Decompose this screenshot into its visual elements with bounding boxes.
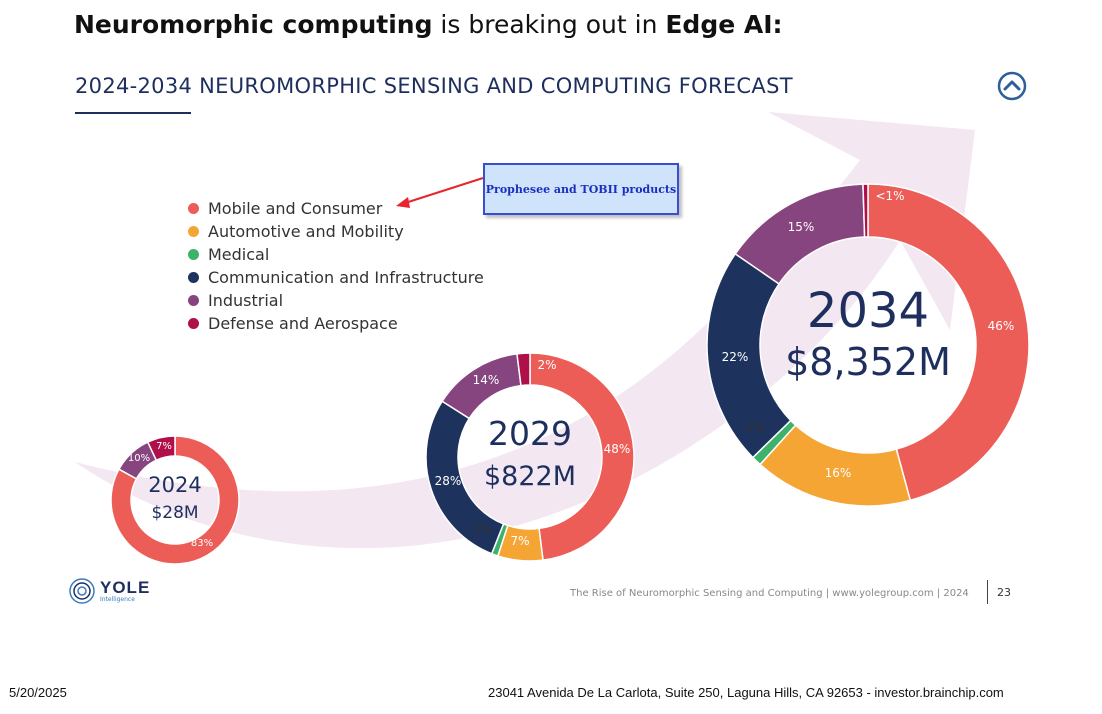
legend-swatch [188,295,199,306]
slice-label: 16% [825,466,852,480]
yole-wordmark: YOLE [100,578,151,597]
legend-label: Defense and Aerospace [208,314,398,333]
slice-label: 83% [191,538,213,549]
slice-label: 48% [604,442,631,456]
title-underline [75,112,191,114]
legend-item: Medical [188,243,484,266]
donut-total: $822M [484,461,576,492]
legend-swatch [188,272,199,283]
legend-item: Automotive and Mobility [188,220,484,243]
footer-divider [987,580,988,604]
chart-legend: Mobile and Consumer Automotive and Mobili… [188,197,484,335]
slice-label: 10% [128,453,150,464]
slice-label: 1% [472,522,491,536]
legend-label: Automotive and Mobility [208,222,404,241]
legend-swatch [188,318,199,329]
slice-label: 1% [745,420,764,434]
donut-year: 2029 [488,414,572,453]
slice-label: 7% [156,441,172,452]
slice-label: 7% [510,534,529,548]
slice-label: <1% [875,189,904,203]
slice-label: 15% [788,220,815,234]
donut-slice [529,352,635,562]
company-address: 23041 Avenida De La Carlota, Suite 250, … [488,685,1004,700]
yole-emblem-icon [997,71,1027,101]
page-headline: Neuromorphic computing is breaking out i… [74,10,783,39]
callout-arrowhead [396,197,410,208]
legend-label: Industrial [208,291,284,310]
donut-slice [110,435,240,565]
headline-bold-1: Neuromorphic computing [74,10,433,39]
donut-slice [516,352,531,387]
legend-label: Mobile and Consumer [208,199,383,218]
donut-year: 2024 [148,473,201,497]
donut-slice [867,183,1030,502]
legend-item: Industrial [188,289,484,312]
headline-middle: is breaking out in [432,10,666,39]
callout-box: Prophesee and TOBII products [483,163,679,215]
legend-swatch [188,203,199,214]
donut-slice [862,183,869,238]
callout-arrow-line [401,177,484,205]
legend-item: Mobile and Consumer [188,197,484,220]
yole-logo-icon [69,578,95,604]
legend-swatch [188,249,199,260]
slice-label: 22% [722,350,749,364]
legend-item: Communication and Infrastructure [188,266,484,289]
slice-label: 46% [988,319,1015,333]
legend-label: Medical [208,245,270,264]
donut-total: $28M [151,503,198,523]
legend-swatch [188,226,199,237]
slice-label: 28% [435,474,462,488]
donut-slice [146,435,176,462]
yole-subtext: Intelligence [100,596,135,603]
legend-label: Communication and Infrastructure [208,268,484,287]
slide-footer: The Rise of Neuromorphic Sensing and Com… [570,588,969,599]
donut-year: 2034 [807,283,929,339]
arrow-shape [75,112,975,549]
yole-logo: YOLE Intelligence [68,577,150,605]
legend-item: Defense and Aerospace [188,312,484,335]
page-number: 23 [997,586,1011,599]
donut-total: $8,352M [785,340,951,384]
slice-label: 14% [473,373,500,387]
chart-title: 2024-2034 NEUROMORPHIC SENSING AND COMPU… [75,74,793,98]
headline-bold-2: Edge AI: [665,10,783,39]
document-date: 5/20/2025 [9,685,67,700]
slice-label: 2% [537,358,556,372]
